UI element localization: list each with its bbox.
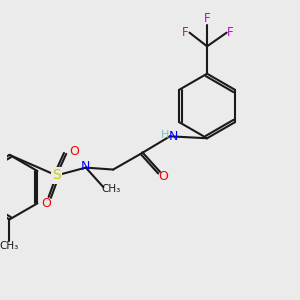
Text: O: O: [41, 197, 51, 210]
Text: F: F: [182, 26, 189, 39]
Text: N: N: [169, 130, 178, 143]
Text: O: O: [158, 170, 168, 183]
Text: S: S: [52, 168, 61, 182]
Text: F: F: [227, 26, 234, 39]
Text: H: H: [160, 130, 169, 140]
Text: F: F: [204, 12, 210, 26]
Text: O: O: [69, 146, 79, 158]
Text: CH₃: CH₃: [0, 241, 19, 251]
Text: N: N: [81, 160, 91, 173]
Text: CH₃: CH₃: [102, 184, 121, 194]
